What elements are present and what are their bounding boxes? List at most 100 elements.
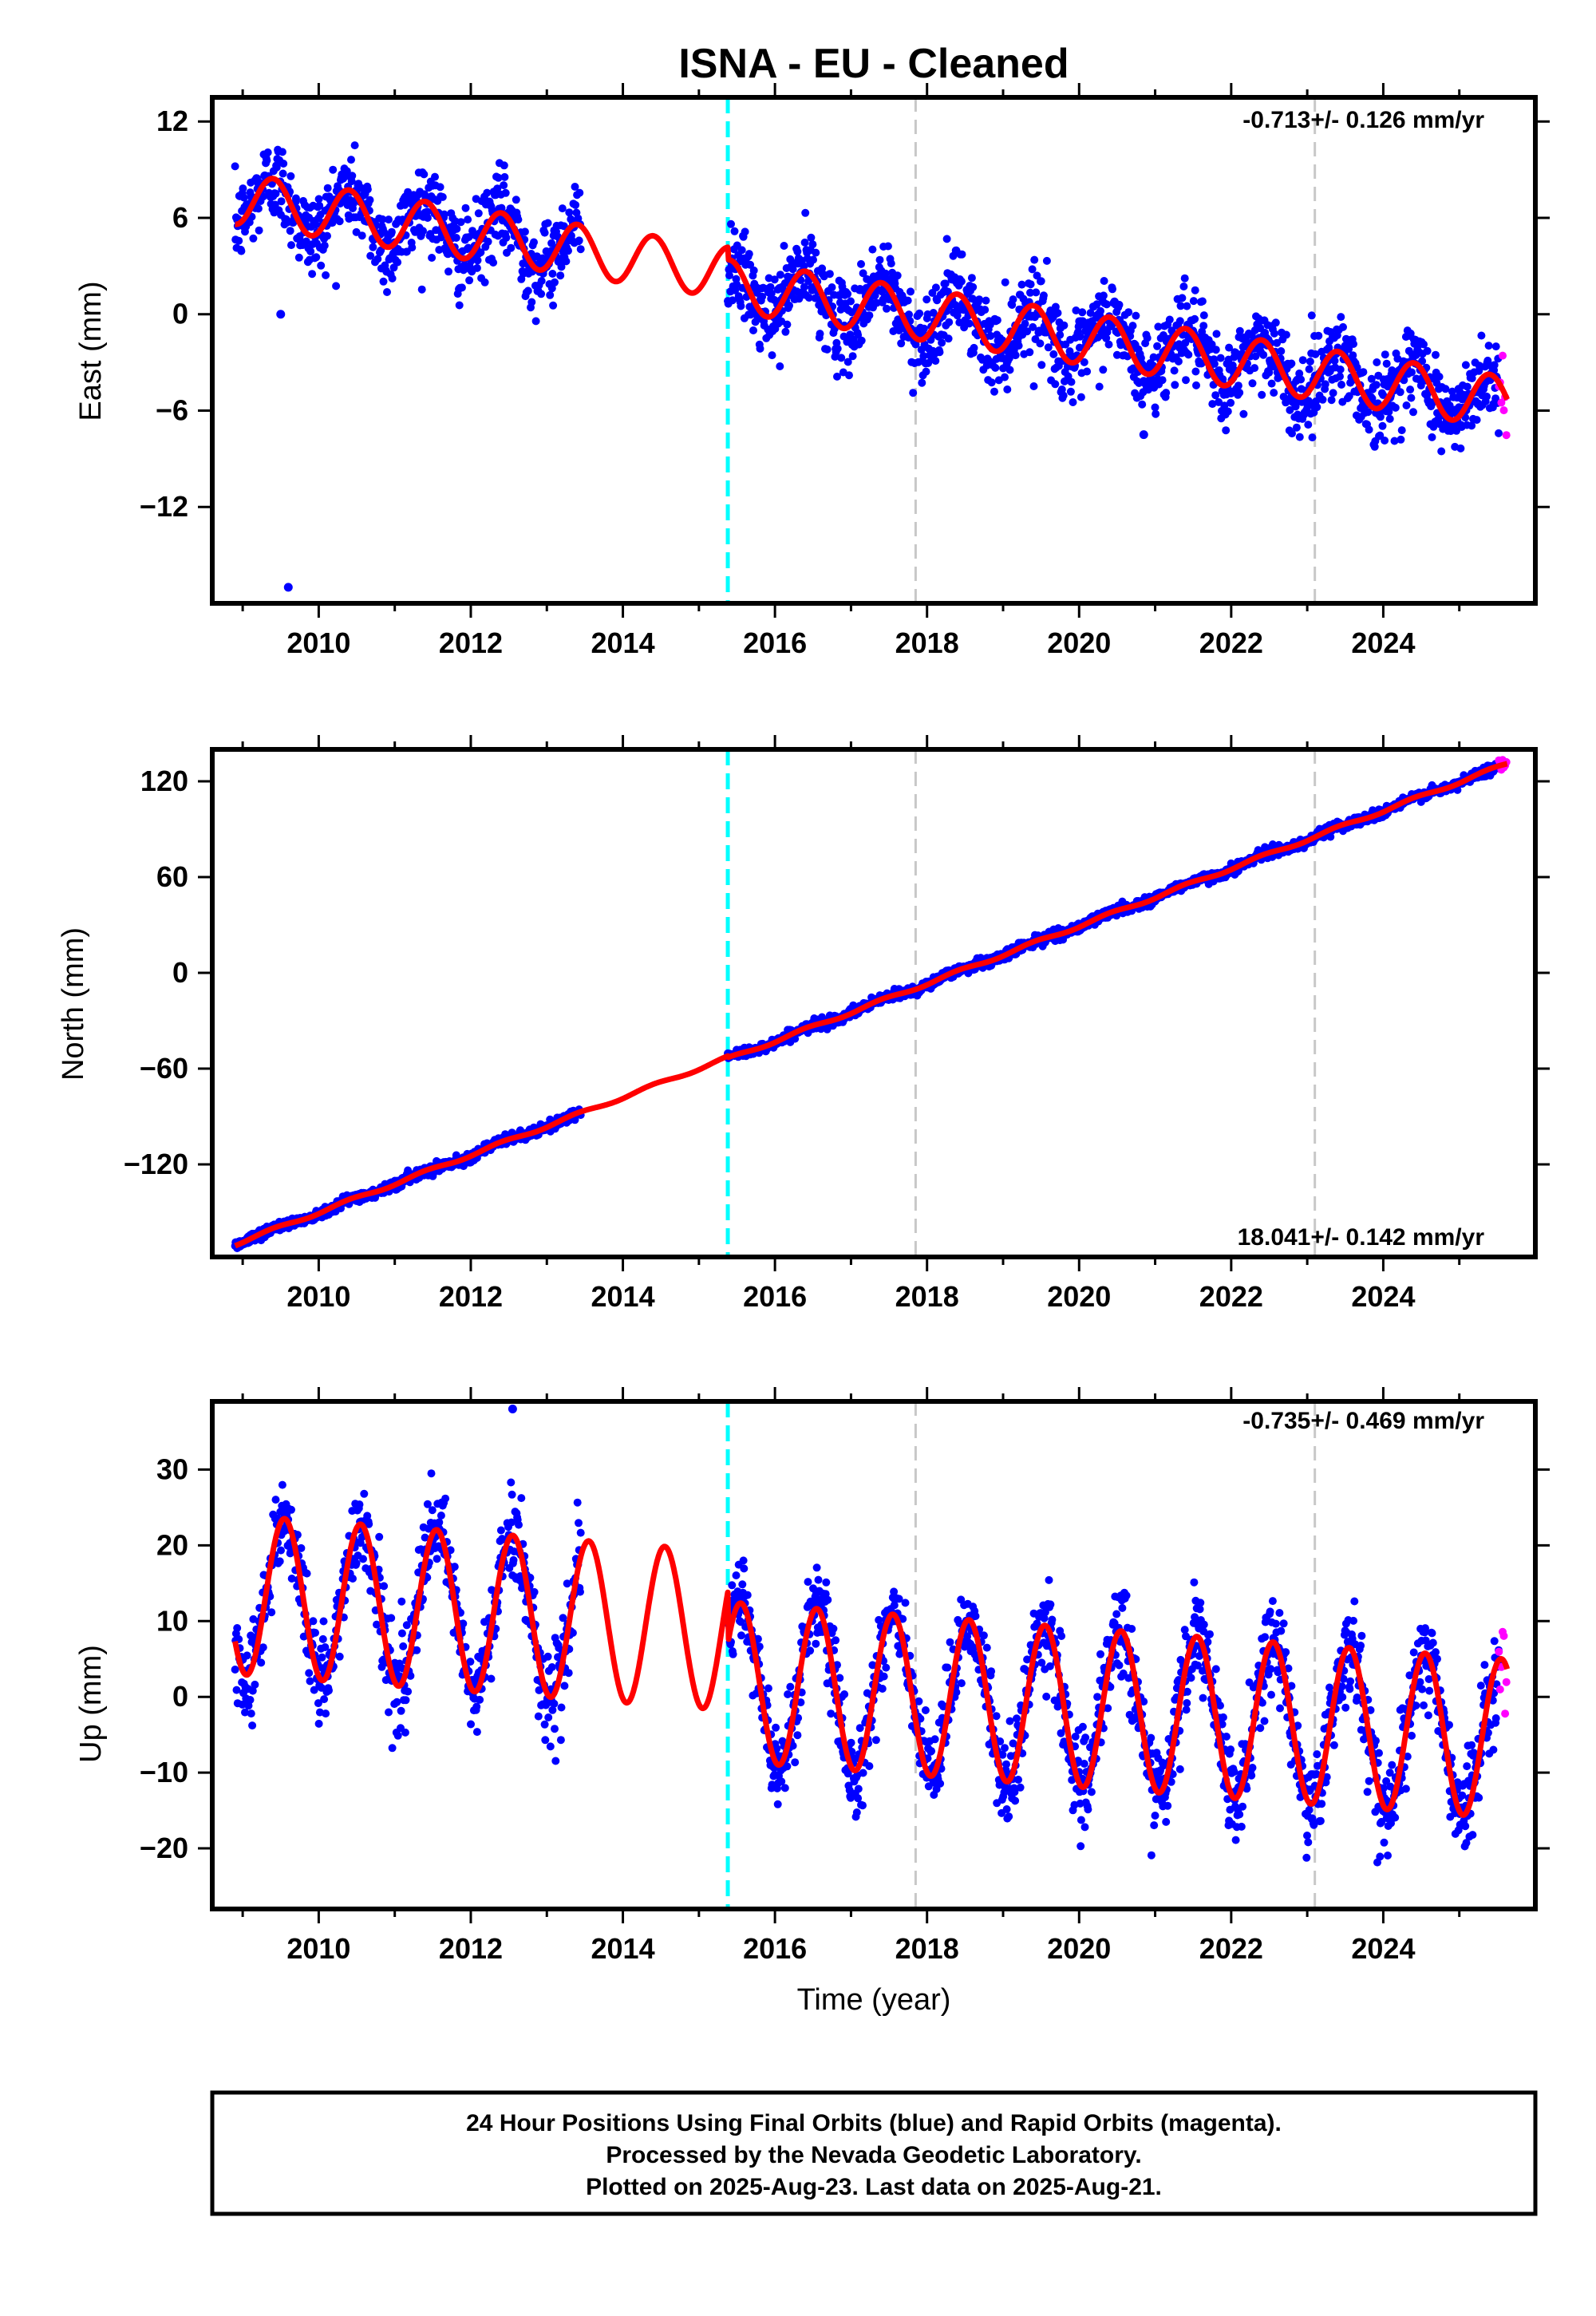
east-final-orbit-point: [887, 259, 895, 268]
east-final-orbit-point: [315, 201, 324, 210]
east-final-orbit-point: [500, 172, 509, 181]
east-final-orbit-point: [1461, 361, 1470, 370]
east-final-orbit-point: [1056, 330, 1065, 339]
east-final-orbit-point: [843, 358, 852, 366]
east-final-orbit-point: [816, 330, 824, 338]
east-final-orbit-point: [557, 263, 566, 271]
east-final-orbit-point: [1086, 309, 1095, 318]
up-final-orbit-point: [248, 1721, 257, 1730]
east-final-orbit-point: [1066, 387, 1075, 396]
east-final-orbit-point: [1307, 311, 1316, 320]
east-final-orbit-point: [323, 184, 332, 192]
up-final-orbit-point: [251, 1680, 259, 1689]
east-final-orbit-point: [881, 269, 890, 278]
north-x-tick-label: 2014: [591, 1280, 655, 1313]
up-final-orbit-point: [243, 1651, 251, 1660]
east-final-orbit-point: [1103, 328, 1112, 337]
east-final-orbit-point: [1199, 322, 1208, 330]
east-final-orbit-point: [828, 283, 836, 291]
north-x-tick-label: 2018: [895, 1280, 959, 1313]
east-final-orbit-point: [255, 226, 263, 235]
east-final-orbit-point: [431, 172, 439, 181]
east-final-orbit-point: [1069, 398, 1077, 406]
up-final-orbit-point: [472, 1728, 481, 1737]
up-final-orbit-point: [393, 1731, 402, 1740]
east-final-orbit-point: [1258, 390, 1266, 399]
east-final-orbit-point: [1032, 288, 1041, 297]
east-final-orbit-point: [1297, 375, 1306, 384]
up-final-orbit-point: [375, 1532, 384, 1541]
east-final-orbit-point: [1003, 385, 1012, 393]
north-y-tick-label: −60: [140, 1052, 188, 1085]
east-final-orbit-point: [768, 351, 776, 360]
east-final-orbit-point: [1175, 317, 1184, 326]
east-final-orbit-point: [931, 357, 940, 366]
east-final-orbit-point: [804, 294, 813, 302]
up-final-orbit-point: [325, 1686, 333, 1695]
east-final-orbit-point: [464, 233, 473, 242]
east-final-orbit-point: [1183, 302, 1191, 310]
up-final-orbit-point: [441, 1494, 450, 1503]
east-final-orbit-point: [1259, 350, 1268, 359]
east-final-orbit-point: [1239, 409, 1248, 418]
east-final-orbit-point: [1014, 342, 1023, 350]
east-final-orbit-point: [1037, 277, 1045, 286]
east-final-orbit-point: [883, 242, 892, 251]
east-final-orbit-point: [1234, 381, 1242, 390]
east-x-tick-label: 2022: [1199, 626, 1263, 659]
east-final-orbit-point: [776, 362, 784, 370]
east-final-orbit-point: [793, 247, 802, 256]
east-final-orbit-point: [1483, 392, 1491, 401]
east-final-orbit-point: [965, 319, 974, 328]
east-final-orbit-point: [1191, 286, 1199, 294]
east-final-orbit-point: [801, 208, 810, 217]
east-final-orbit-point: [807, 233, 816, 242]
east-final-orbit-point: [804, 277, 813, 286]
east-final-orbit-point: [1327, 396, 1336, 405]
east-final-orbit-point: [287, 241, 295, 250]
east-final-orbit-point: [263, 148, 272, 156]
east-final-orbit-point: [986, 331, 995, 340]
up-final-orbit-point: [306, 1677, 314, 1686]
east-final-orbit-point: [883, 304, 891, 313]
east-final-orbit-point: [393, 258, 402, 267]
east-final-orbit-point: [408, 243, 417, 252]
up-final-orbit-point: [355, 1500, 364, 1509]
east-outlier-point: [1139, 430, 1148, 440]
east-final-orbit-point: [254, 204, 263, 213]
east-final-orbit-point: [1083, 367, 1092, 376]
east-final-orbit-point: [749, 266, 758, 275]
east-final-orbit-point: [452, 224, 461, 233]
east-rate-label: -0.713+/- 0.126 mm/yr: [1242, 107, 1484, 133]
east-final-orbit-point: [1313, 403, 1321, 412]
east-final-orbit-point: [737, 302, 745, 310]
east-final-orbit-point: [455, 301, 464, 310]
east-final-orbit-point: [991, 363, 1000, 372]
up-final-orbit-point: [231, 1666, 239, 1674]
east-final-orbit-point: [1282, 330, 1290, 339]
up-final-orbit-point: [349, 1575, 357, 1583]
east-final-orbit-point: [377, 246, 385, 255]
east-final-orbit-point: [1199, 311, 1208, 320]
east-final-orbit-point: [993, 316, 1001, 325]
east-final-orbit-point: [1059, 391, 1068, 400]
east-final-orbit-point: [758, 292, 767, 301]
east-final-orbit-point: [514, 215, 523, 224]
east-final-orbit-point: [845, 371, 853, 380]
north-x-tick-label: 2012: [439, 1280, 503, 1313]
east-final-orbit-point: [922, 367, 930, 376]
east-final-orbit-point: [1153, 342, 1162, 350]
east-final-orbit-point: [1158, 376, 1167, 385]
east-final-orbit-point: [1304, 421, 1313, 429]
east-final-orbit-point: [564, 247, 572, 255]
east-final-orbit-point: [770, 275, 779, 284]
up-final-orbit-point: [257, 1658, 266, 1667]
east-final-orbit-point: [1211, 346, 1220, 354]
up-final-orbit-point: [435, 1518, 444, 1527]
east-final-orbit-point: [919, 352, 928, 360]
east-final-orbit-point: [379, 277, 388, 286]
east-final-orbit-point: [756, 344, 764, 353]
east-final-orbit-point: [363, 185, 372, 194]
east-final-orbit-point: [465, 276, 474, 285]
